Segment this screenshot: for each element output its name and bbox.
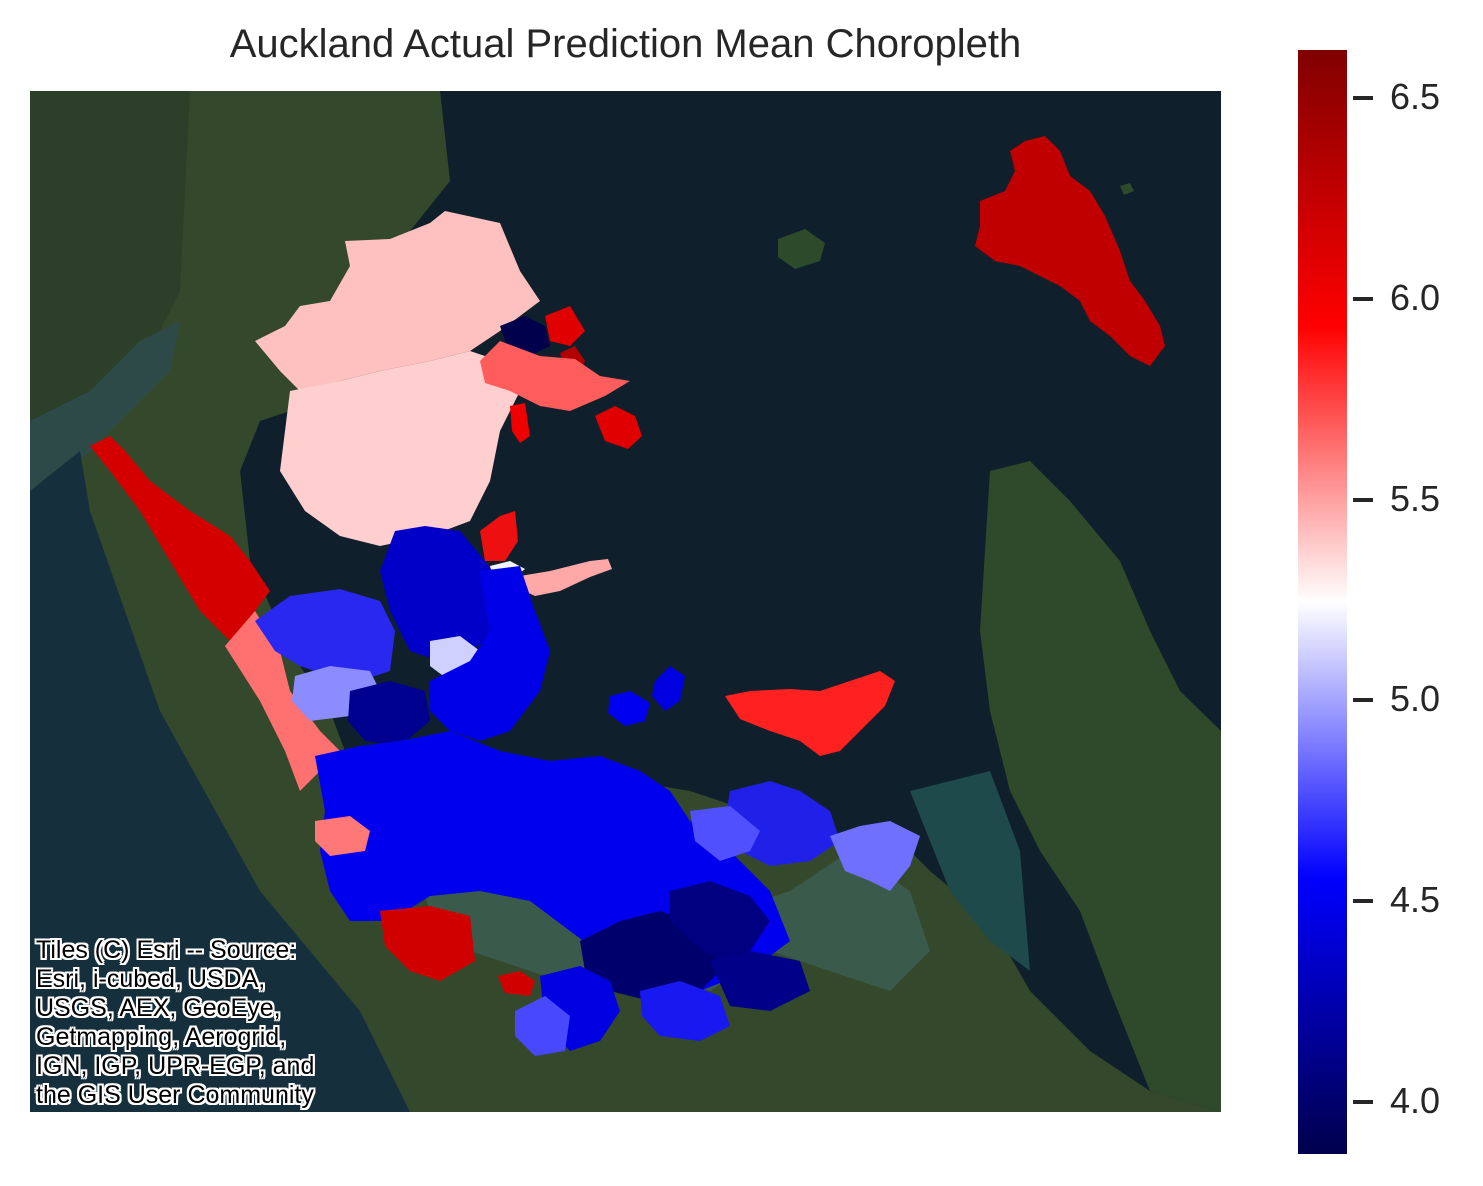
region-red-small-south — [498, 971, 535, 996]
region-blue-east-2 — [652, 666, 685, 711]
region-periwinkle-east — [830, 821, 920, 891]
region-blue-southeast — [725, 781, 840, 866]
region-navy-south-3 — [710, 951, 810, 1011]
colorbar-tick-label: 5.5 — [1390, 477, 1441, 519]
colorbar-tick-mark — [1353, 698, 1373, 703]
kaipara-harbour — [30, 321, 180, 491]
region-great-barrier-red — [975, 136, 1165, 366]
colorbar-tick-label: 4.5 — [1390, 879, 1441, 921]
region-small-red-1 — [545, 306, 585, 346]
region-waiheke-red — [725, 671, 895, 756]
colorbar-tick-label: 4.0 — [1390, 1079, 1441, 1121]
region-slate-south — [515, 996, 570, 1056]
region-blue-west — [255, 589, 395, 681]
colorbar-tick-mark — [1353, 296, 1373, 301]
colorbar-tick-mark — [1353, 497, 1373, 502]
firth-of-thames — [910, 771, 1030, 971]
colorbar-tick-label: 5.0 — [1390, 678, 1441, 720]
region-orewa-red — [480, 511, 518, 561]
region-whangaparaoa-pink — [520, 559, 612, 596]
colorbar-tick-label: 6.0 — [1390, 276, 1441, 318]
region-blue-north — [380, 526, 520, 661]
tile-attribution: Tiles (C) Esri -- Source: Esri, i-cubed,… — [36, 936, 315, 1109]
land-east-coromandel — [980, 461, 1221, 1112]
colorbar-tick-label: 6.5 — [1390, 76, 1441, 118]
region-navy-mid — [348, 681, 430, 746]
island-small — [778, 229, 825, 269]
colorbar-gradient — [1298, 50, 1347, 1154]
region-coast-salmon — [480, 341, 630, 411]
region-kawau-red — [595, 406, 642, 449]
region-slate-blue — [690, 806, 760, 861]
region-navy-south-2 — [670, 881, 770, 961]
region-west-coast-red — [90, 436, 270, 641]
region-rodney-north — [255, 211, 540, 391]
colorbar — [1298, 50, 1347, 1154]
region-blue-south-5 — [640, 981, 730, 1041]
choropleth-map — [30, 91, 1221, 1112]
colorbar-tick-mark — [1353, 1099, 1373, 1104]
map-title: Auckland Actual Prediction Mean Chorople… — [229, 22, 1022, 66]
region-red-southwest — [380, 906, 475, 981]
colorbar-tick-mark — [1353, 96, 1373, 101]
region-salmon-southwest — [315, 816, 370, 856]
region-rodney-central — [280, 351, 520, 546]
map-canvas[interactable]: Tiles (C) Esri -- Source: Esri, i-cubed,… — [30, 91, 1221, 1112]
region-red-strip — [510, 403, 530, 443]
region-blue-center — [430, 566, 550, 741]
region-blue-east-1 — [608, 691, 650, 726]
region-west-salmon — [225, 611, 340, 791]
west-sea — [30, 451, 410, 1112]
colorbar-tick-mark — [1353, 899, 1373, 904]
island-small-2 — [1120, 183, 1134, 195]
